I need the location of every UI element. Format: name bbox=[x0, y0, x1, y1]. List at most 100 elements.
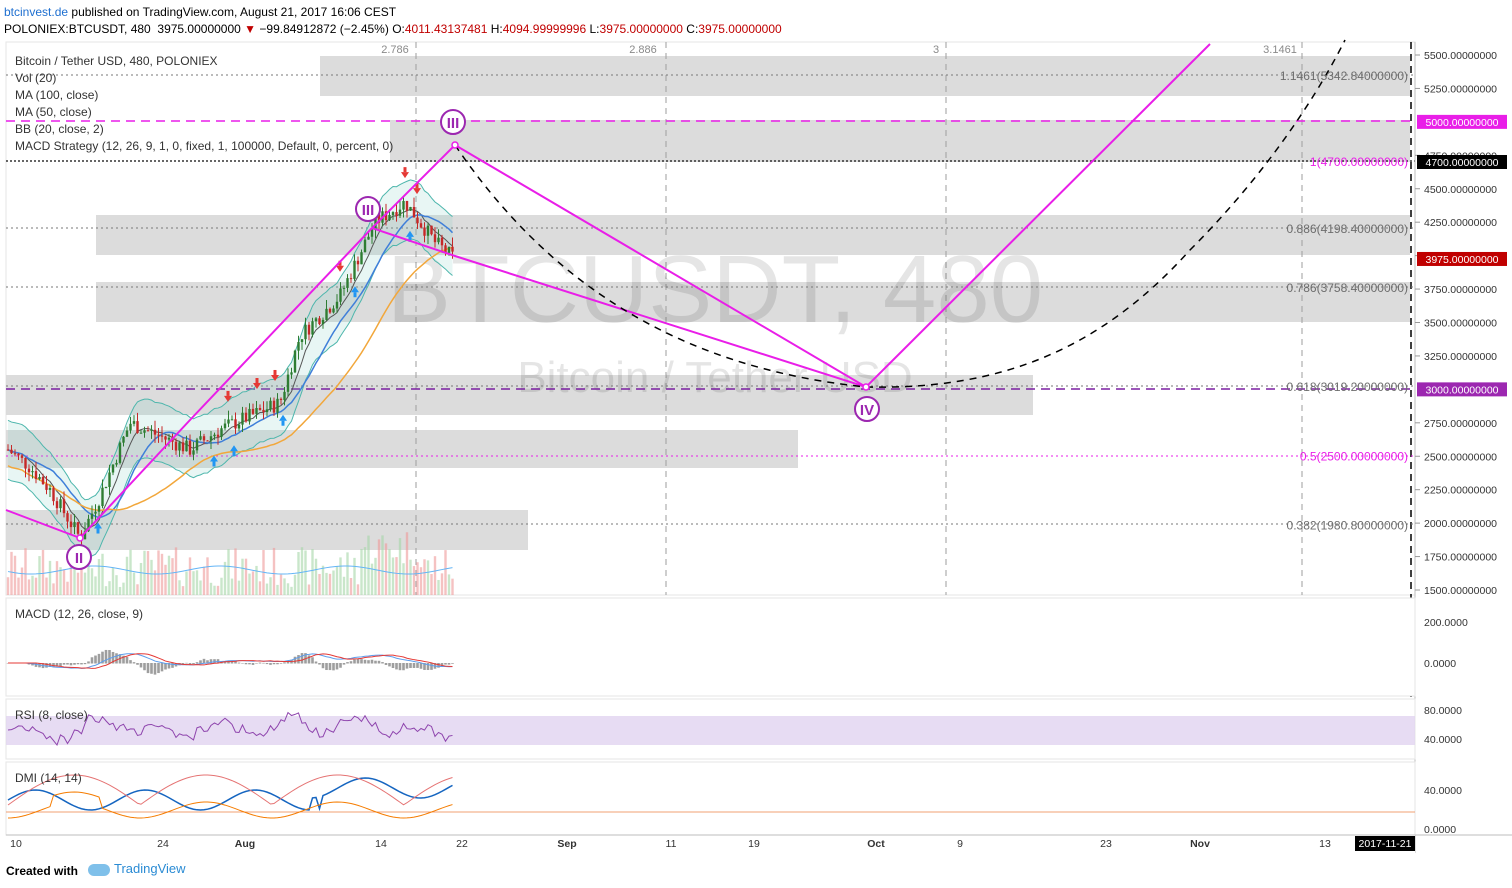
volume-bar bbox=[279, 574, 283, 595]
macd-histogram-bar bbox=[160, 663, 164, 672]
price-badge bbox=[1417, 382, 1507, 397]
macd-histogram-bar bbox=[164, 663, 167, 670]
volume-bar bbox=[73, 561, 76, 595]
macd-histogram-bar bbox=[97, 653, 101, 664]
rsi-pane: RSI (8, close) bbox=[5, 698, 1416, 760]
candle-body bbox=[328, 308, 332, 313]
macd-histogram-bar bbox=[129, 660, 132, 664]
volume-bar bbox=[251, 571, 255, 595]
price-axis[interactable]: 5500.00000000 5250.00000000 5000.00000000 4… bbox=[1415, 50, 1507, 836]
volume-bar bbox=[199, 580, 202, 595]
macd-histogram-bar bbox=[265, 663, 269, 665]
fib-label-6: 0.382(1980.80000000) bbox=[1287, 519, 1408, 533]
volume-bar bbox=[202, 566, 206, 595]
fib-ext-label-1: 2.886 bbox=[629, 44, 657, 56]
time-label-5: Sep bbox=[557, 838, 576, 850]
indicator-axis-label: 40.0000 bbox=[1424, 734, 1462, 746]
tradingview-logo[interactable]: TradingView bbox=[88, 861, 186, 876]
time-label-7: 19 bbox=[748, 838, 760, 850]
macd-histogram-bar bbox=[251, 663, 255, 665]
volume-bar bbox=[423, 559, 426, 595]
candle-body bbox=[62, 499, 66, 514]
volume-bar bbox=[300, 547, 304, 595]
macd-histogram-bar bbox=[90, 657, 94, 664]
candle-body bbox=[430, 225, 433, 235]
candle-body bbox=[388, 214, 391, 221]
macd-histogram-bar bbox=[272, 663, 276, 665]
macd-histogram-bar bbox=[73, 663, 76, 665]
candle-body bbox=[174, 441, 178, 451]
volume-bar bbox=[164, 564, 167, 595]
candle-body bbox=[230, 419, 234, 421]
candle-body bbox=[342, 287, 346, 289]
candle-body bbox=[188, 440, 192, 455]
candle-body bbox=[160, 435, 164, 437]
volume-bar bbox=[10, 551, 13, 595]
price-label-11: 3250.00000000 bbox=[1424, 351, 1497, 363]
volume-bar bbox=[80, 557, 83, 595]
candle-body bbox=[293, 350, 297, 373]
volume-bar bbox=[328, 573, 332, 595]
candle-body bbox=[87, 518, 90, 532]
volume-bar bbox=[55, 561, 59, 595]
volume-bar bbox=[209, 582, 213, 595]
macd-histogram-bar bbox=[111, 651, 115, 664]
candle-body bbox=[314, 318, 318, 322]
candle-body bbox=[94, 511, 97, 514]
price-label-8: 3975.00000000 bbox=[1426, 254, 1499, 266]
price-chart[interactable]: BTCUSDT, 480 Bitcoin / Tether USD IIIIII… bbox=[0, 0, 1512, 853]
time-label-3: 14 bbox=[375, 838, 387, 850]
candle-body bbox=[419, 223, 423, 228]
macd-histogram-bar bbox=[409, 663, 412, 669]
time-axis[interactable]: 10 24 Aug 14 22 Sep 11 19 Oct 9 23 Nov 13 2017-11-21 bbox=[10, 836, 1415, 851]
sell-signal-icon bbox=[401, 172, 409, 179]
fib-ext-label-3: 3.1461 bbox=[1263, 44, 1297, 56]
volume-bar bbox=[325, 572, 328, 595]
macd-histogram-bar bbox=[241, 663, 244, 664]
volume-bar bbox=[153, 570, 157, 595]
volume-bar bbox=[181, 586, 185, 595]
macd-title: MACD (12, 26, close, 9) bbox=[15, 607, 143, 621]
macd-histogram-bar bbox=[157, 663, 160, 674]
volume-bar bbox=[367, 535, 370, 595]
volume-bar bbox=[174, 547, 178, 595]
candle-body bbox=[202, 436, 206, 441]
price-label-6: 4250.00000000 bbox=[1424, 217, 1497, 229]
candle-body bbox=[216, 434, 220, 437]
buy-signal-icon bbox=[351, 286, 359, 293]
volume-bar bbox=[59, 567, 62, 595]
macd-histogram-bar bbox=[297, 655, 300, 664]
volume-bar bbox=[94, 576, 97, 595]
candle-body bbox=[360, 252, 363, 265]
candle-body bbox=[104, 486, 108, 488]
volume-bar bbox=[111, 567, 115, 595]
candle-body bbox=[423, 227, 426, 236]
time-label-8: Oct bbox=[867, 838, 885, 850]
volume-bar bbox=[139, 562, 143, 595]
candle-body bbox=[83, 531, 87, 540]
macd-histogram-bar bbox=[363, 659, 367, 664]
site-link[interactable]: btcinvest.de bbox=[4, 5, 69, 19]
candle-body bbox=[150, 429, 153, 431]
candle-body bbox=[258, 407, 262, 410]
volume-bar bbox=[391, 557, 395, 595]
dmi-pane: DMI (14, 14) bbox=[5, 761, 1416, 836]
ohlc-line: POLONIEX:BTCUSDT, 480 3975.00000000 ▼ −9… bbox=[4, 22, 782, 36]
indicator-legend: Bitcoin / Tether USD, 480, POLONIEX Vol (… bbox=[15, 54, 393, 153]
candle-body bbox=[122, 436, 125, 443]
price-label-0: 5500.00000000 bbox=[1424, 50, 1497, 62]
volume-bar bbox=[346, 552, 349, 595]
candle-body bbox=[405, 200, 409, 211]
candle-body bbox=[426, 225, 430, 236]
bb-basis bbox=[7, 208, 453, 530]
volume-bar bbox=[160, 553, 164, 595]
volume-bar bbox=[293, 574, 297, 595]
candle-body bbox=[55, 501, 59, 509]
cloud-icon bbox=[88, 863, 110, 876]
fib-ext-label-2: 3 bbox=[933, 44, 939, 56]
volume-bar bbox=[76, 572, 80, 595]
macd-histogram-bar bbox=[143, 663, 146, 671]
volume-bar bbox=[447, 574, 451, 595]
macd-histogram-bar bbox=[139, 663, 143, 668]
